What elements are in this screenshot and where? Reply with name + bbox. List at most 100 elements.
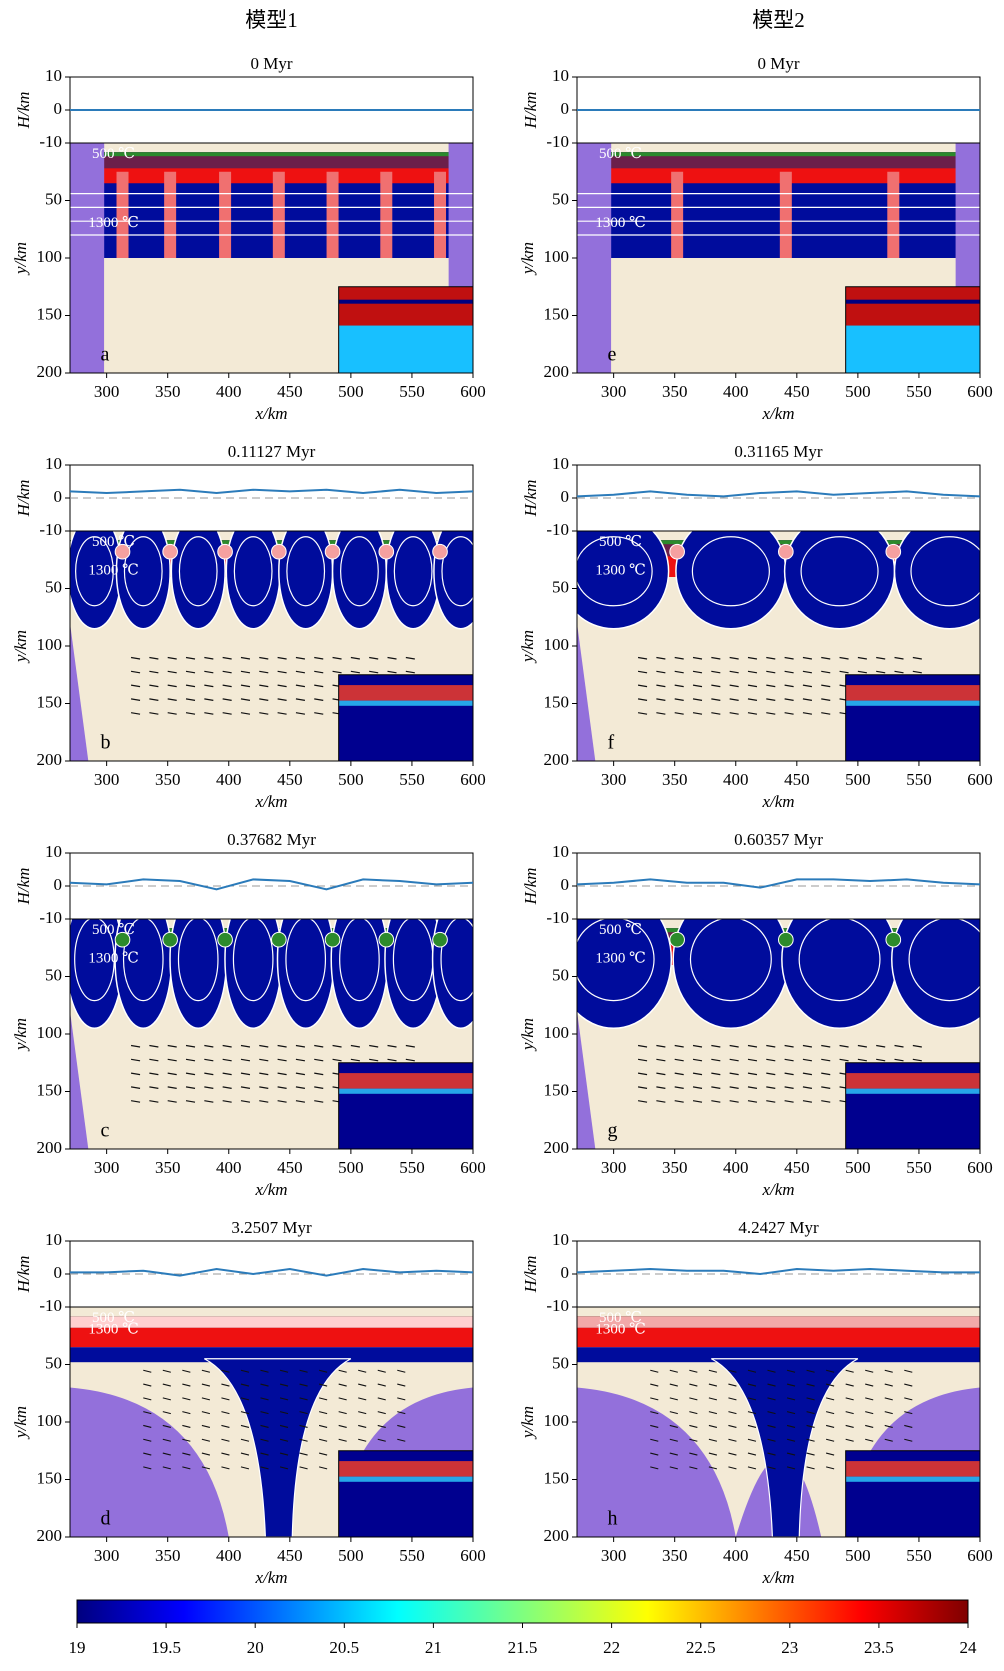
flow-arrow <box>405 670 415 674</box>
sediment <box>70 152 473 157</box>
panel-letter: c <box>101 1119 110 1141</box>
flow-arrow <box>201 1438 211 1442</box>
flow-arrow <box>185 670 196 674</box>
flow-arrow <box>405 656 415 660</box>
flow-arrow <box>692 1058 703 1062</box>
flow-arrow <box>185 712 196 715</box>
flow-arrow <box>130 1072 141 1076</box>
x-tick-label: 550 <box>906 1158 932 1177</box>
flow-arrow <box>185 1086 196 1089</box>
flow-arrow <box>708 1383 718 1387</box>
isotherm <box>178 536 218 607</box>
flow-arrow <box>674 1100 684 1103</box>
topography <box>70 1268 474 1277</box>
x-tick-label: 500 <box>845 770 871 789</box>
x-tick-label: 350 <box>662 1158 688 1177</box>
flow-arrow <box>692 684 703 688</box>
flow-arrow <box>204 656 214 660</box>
flow-arrow <box>692 1072 703 1076</box>
flow-arrow <box>201 1369 211 1373</box>
panel-letter: g <box>608 1119 618 1141</box>
flow-arrow <box>295 698 306 701</box>
flow-arrow <box>259 698 269 701</box>
flow-arrow <box>821 656 831 660</box>
flow-arrow <box>766 1086 776 1089</box>
x-axis-label: x/km <box>254 1180 287 1199</box>
flow-arrow <box>650 1397 659 1401</box>
upwelling <box>885 543 902 560</box>
isotherm <box>910 536 980 607</box>
flow-arrow <box>766 670 776 674</box>
isotherm <box>177 919 219 1002</box>
temp-label: 1300 ℃ <box>88 951 139 967</box>
flow-arrow <box>377 1383 386 1387</box>
flow-arrow <box>729 1044 739 1048</box>
temp-label: 1300 ℃ <box>595 215 646 231</box>
h-tick-label: 0 <box>561 99 570 118</box>
flow-arrow <box>904 1369 913 1373</box>
flow-arrow <box>656 670 666 674</box>
flow-arrow <box>149 684 159 688</box>
flow-arrow <box>845 1383 854 1387</box>
panel-title: 0.60357 Myr <box>734 830 823 849</box>
flow-arrow <box>786 1397 796 1401</box>
x-axis-label: x/km <box>761 1568 794 1587</box>
flow-arrow <box>656 1058 666 1062</box>
flow-arrow <box>637 1086 648 1089</box>
topography <box>576 878 981 889</box>
flow-arrow <box>149 698 159 701</box>
flow-arrow <box>279 1452 289 1456</box>
h-tick-label: -10 <box>39 520 62 539</box>
flow-arrow <box>318 1438 328 1442</box>
flow-arrow <box>747 1086 758 1089</box>
flow-arrow <box>689 1466 698 1470</box>
y-tick-label: 150 <box>544 1468 570 1487</box>
crust <box>577 1316 980 1328</box>
h-tick-label: 0 <box>561 1263 570 1282</box>
flow-arrow <box>711 1072 721 1076</box>
flow-arrow <box>728 1411 737 1415</box>
isotherm <box>122 919 164 1002</box>
flow-arrow <box>912 670 922 674</box>
flow-arrow <box>240 656 251 660</box>
flow-arrow <box>221 1424 230 1428</box>
y-tick-label: 200 <box>544 362 570 381</box>
weak-zone <box>272 171 285 258</box>
y-tick-label: 200 <box>544 1526 570 1545</box>
flow-arrow <box>884 1397 893 1401</box>
flow-arrow <box>295 1058 306 1062</box>
column-title: 模型1 <box>245 8 298 32</box>
flow-arrow <box>162 1383 171 1387</box>
flow-arrow <box>182 1466 191 1470</box>
flow-arrow <box>314 1058 324 1062</box>
flow-arrow <box>338 1438 347 1442</box>
flow-arrow <box>802 656 813 660</box>
temp-label: 1300 ℃ <box>88 1321 139 1337</box>
x-tick-label: 300 <box>601 382 627 401</box>
flow-arrow <box>167 712 177 715</box>
side-region <box>70 1011 89 1149</box>
x-tick-label: 450 <box>277 382 303 401</box>
flow-arrow <box>692 1086 703 1089</box>
temp-label: 500 ℃ <box>92 534 135 550</box>
flow-arrow <box>857 670 867 674</box>
flow-arrow <box>295 712 306 715</box>
flow-arrow <box>784 1086 794 1089</box>
flow-arrow <box>369 670 379 674</box>
flow-arrow <box>786 1466 796 1470</box>
x-tick-label: 600 <box>460 1158 486 1177</box>
flow-arrow <box>182 1452 191 1456</box>
flow-arrow <box>405 1058 415 1062</box>
flow-arrow <box>299 1383 308 1387</box>
y-axis-label: y/km <box>518 1406 537 1440</box>
x-tick-label: 400 <box>723 1158 749 1177</box>
flow-arrow <box>650 1383 659 1387</box>
flow-arrow <box>766 1058 776 1062</box>
flow-arrow <box>729 656 739 660</box>
upwelling <box>217 543 233 560</box>
flow-arrow <box>240 1452 250 1456</box>
y-tick-label: 200 <box>544 750 570 769</box>
colorbar-tick-label: 20.5 <box>329 1638 359 1657</box>
flow-arrow <box>350 1058 360 1062</box>
flow-arrow <box>806 1369 815 1373</box>
